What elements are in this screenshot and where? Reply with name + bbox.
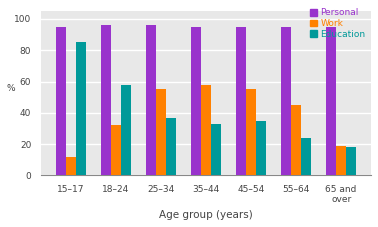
Bar	[211, 124, 221, 175]
Bar	[76, 42, 86, 175]
Bar	[336, 146, 346, 175]
Bar	[156, 89, 166, 175]
Bar	[236, 27, 246, 175]
Bar	[111, 125, 121, 175]
Bar	[346, 147, 356, 175]
Bar	[256, 121, 266, 175]
Bar	[56, 27, 66, 175]
Bar	[121, 85, 131, 175]
Bar	[291, 105, 301, 175]
Bar	[301, 138, 311, 175]
Bar	[191, 27, 201, 175]
Bar	[246, 89, 256, 175]
Legend: Personal, Work, Education: Personal, Work, Education	[309, 7, 367, 40]
Bar	[166, 118, 176, 175]
Bar	[201, 85, 211, 175]
Bar	[281, 27, 291, 175]
Y-axis label: %: %	[7, 84, 15, 93]
Bar	[101, 25, 111, 175]
Bar	[146, 25, 156, 175]
Bar	[66, 157, 76, 175]
Bar	[326, 27, 336, 175]
X-axis label: Age group (years): Age group (years)	[159, 210, 253, 220]
